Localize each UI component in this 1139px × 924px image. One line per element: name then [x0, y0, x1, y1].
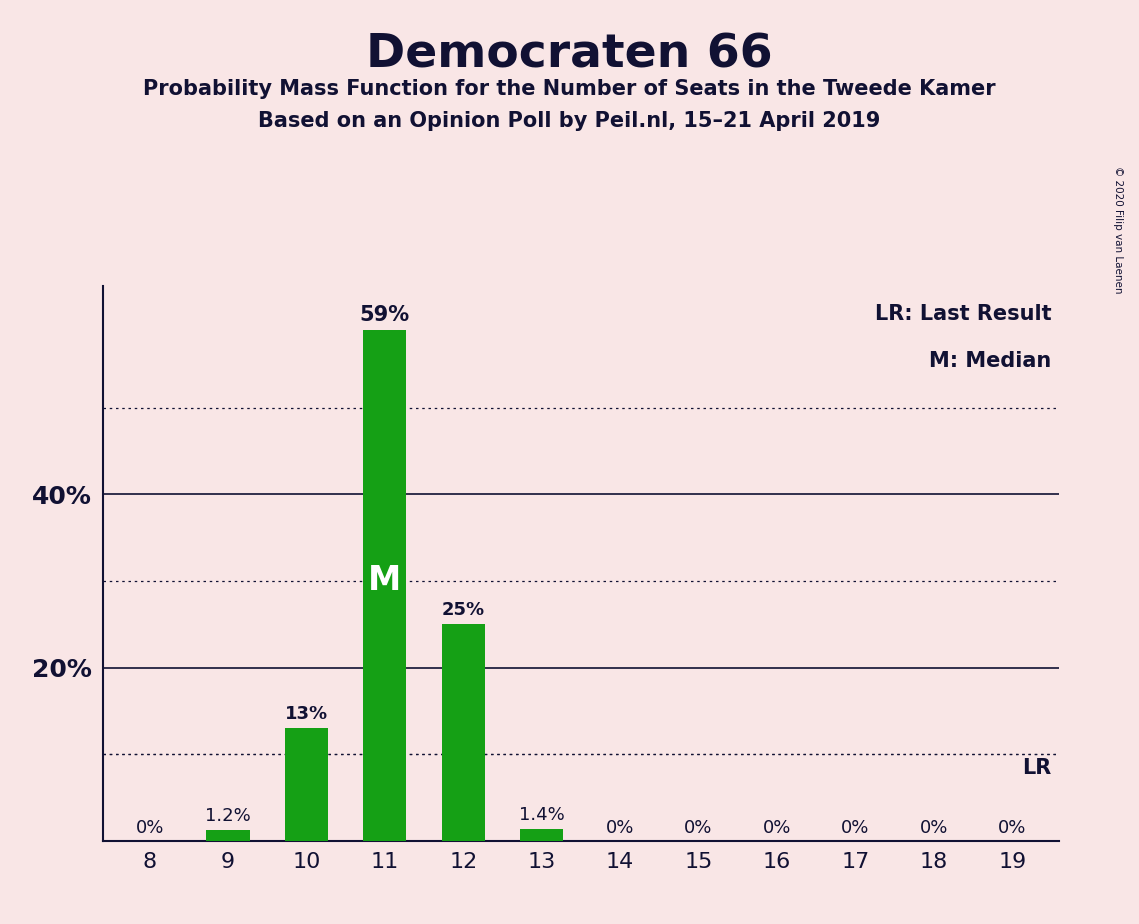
Text: 0%: 0% [998, 819, 1026, 836]
Text: 59%: 59% [360, 305, 410, 324]
Text: Based on an Opinion Poll by Peil.nl, 15–21 April 2019: Based on an Opinion Poll by Peil.nl, 15–… [259, 111, 880, 131]
Text: LR: LR [1022, 758, 1051, 778]
Text: 1.2%: 1.2% [205, 808, 251, 825]
Text: 0%: 0% [606, 819, 634, 836]
Text: 1.4%: 1.4% [518, 806, 565, 823]
Bar [363, 330, 407, 841]
Text: 25%: 25% [442, 602, 485, 619]
Text: LR: Last Result: LR: Last Result [875, 304, 1051, 323]
Bar [206, 831, 249, 841]
Text: 0%: 0% [136, 819, 164, 836]
Text: 0%: 0% [685, 819, 713, 836]
Text: M: Median: M: Median [929, 351, 1051, 371]
Text: 0%: 0% [919, 819, 948, 836]
Text: Probability Mass Function for the Number of Seats in the Tweede Kamer: Probability Mass Function for the Number… [144, 79, 995, 99]
Bar [521, 829, 564, 841]
Text: M: M [368, 565, 401, 598]
Text: 13%: 13% [285, 705, 328, 723]
Text: 0%: 0% [842, 819, 869, 836]
Bar [442, 625, 485, 841]
Text: 0%: 0% [763, 819, 792, 836]
Bar [285, 728, 328, 841]
Text: © 2020 Filip van Laenen: © 2020 Filip van Laenen [1114, 166, 1123, 294]
Text: Democraten 66: Democraten 66 [366, 32, 773, 78]
